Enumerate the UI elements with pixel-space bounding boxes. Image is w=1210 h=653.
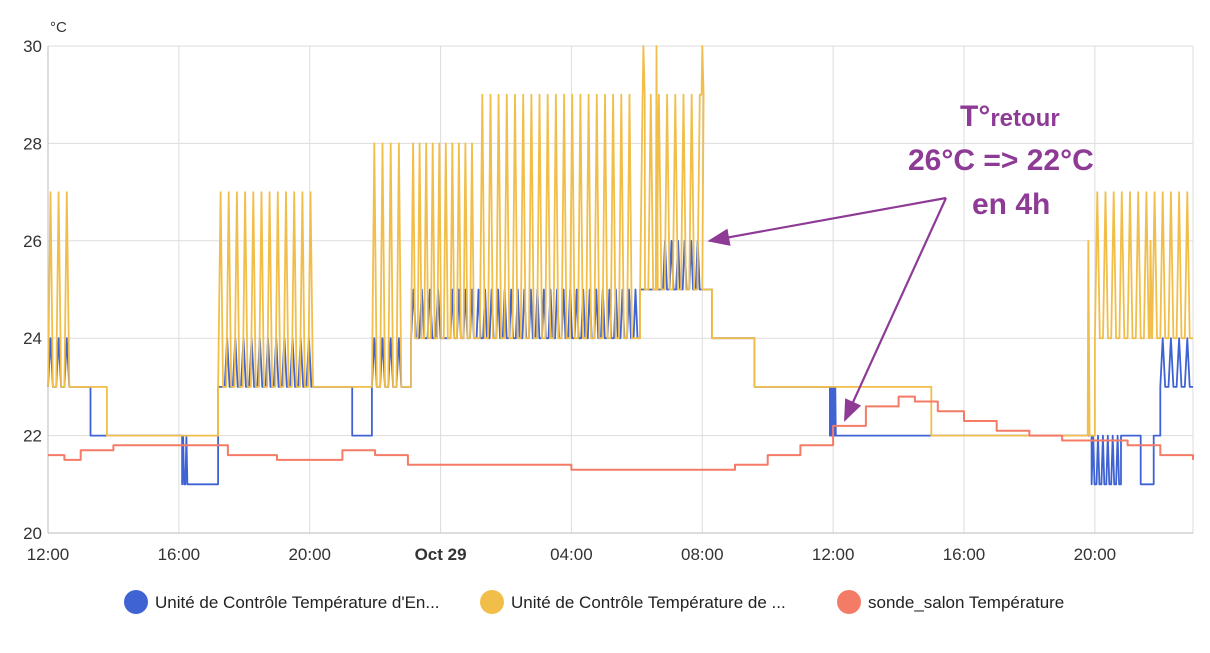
x-tick-label: Oct 29 xyxy=(415,545,467,564)
y-unit-label: °C xyxy=(50,19,67,36)
annotation-line1: T°retour xyxy=(960,100,1060,133)
legend-swatch xyxy=(124,590,148,614)
legend-item[interactable]: Unité de Contrôle Température d'En... xyxy=(124,590,440,614)
y-tick-label: 28 xyxy=(23,134,42,153)
y-tick-label: 26 xyxy=(23,232,42,251)
x-tick-label: 16:00 xyxy=(158,545,201,564)
y-tick-label: 22 xyxy=(23,427,42,446)
x-axis-ticks: 12:00 16:00 20:00 Oct 29 04:00 08:00 12:00 16:0… xyxy=(27,545,1116,564)
y-tick-label: 20 xyxy=(23,524,42,543)
series-line-3[interactable] xyxy=(48,395,1194,471)
legend-label: Unité de Contrôle Température d'En... xyxy=(155,593,440,612)
annotation-arrow xyxy=(707,196,947,246)
x-tick-label: 20:00 xyxy=(1074,545,1117,564)
x-tick-label: 16:00 xyxy=(943,545,986,564)
legend-label: sonde_salon Température xyxy=(868,593,1064,612)
x-tick-label: 04:00 xyxy=(550,545,593,564)
x-tick-label: 08:00 xyxy=(681,545,724,564)
series-line-2[interactable] xyxy=(47,45,1193,437)
annotation-line2: 26°C => 22°C xyxy=(908,144,1094,177)
annotation: T°retour 26°C => 22°C en 4h xyxy=(707,100,1094,422)
series-line-1[interactable] xyxy=(47,239,1193,486)
series-lines[interactable] xyxy=(47,45,1194,486)
annotation-line3: en 4h xyxy=(972,188,1050,221)
legend-item[interactable]: Unité de Contrôle Température de ... xyxy=(480,590,786,614)
legend-swatch xyxy=(480,590,504,614)
legend-swatch xyxy=(837,590,861,614)
legend-label: Unité de Contrôle Température de ... xyxy=(511,593,786,612)
x-tick-label: 12:00 xyxy=(27,545,70,564)
y-axis-ticks: 20 22 24 26 28 30 xyxy=(23,37,42,543)
x-tick-label: 20:00 xyxy=(288,545,331,564)
y-tick-label: 30 xyxy=(23,37,42,56)
x-tick-label: 12:00 xyxy=(812,545,855,564)
annotation-arrow xyxy=(843,197,948,422)
y-tick-label: 24 xyxy=(23,329,42,348)
legend-item[interactable]: sonde_salon Température xyxy=(837,590,1064,614)
legend[interactable]: Unité de Contrôle Température d'En... Uni… xyxy=(124,590,1064,614)
